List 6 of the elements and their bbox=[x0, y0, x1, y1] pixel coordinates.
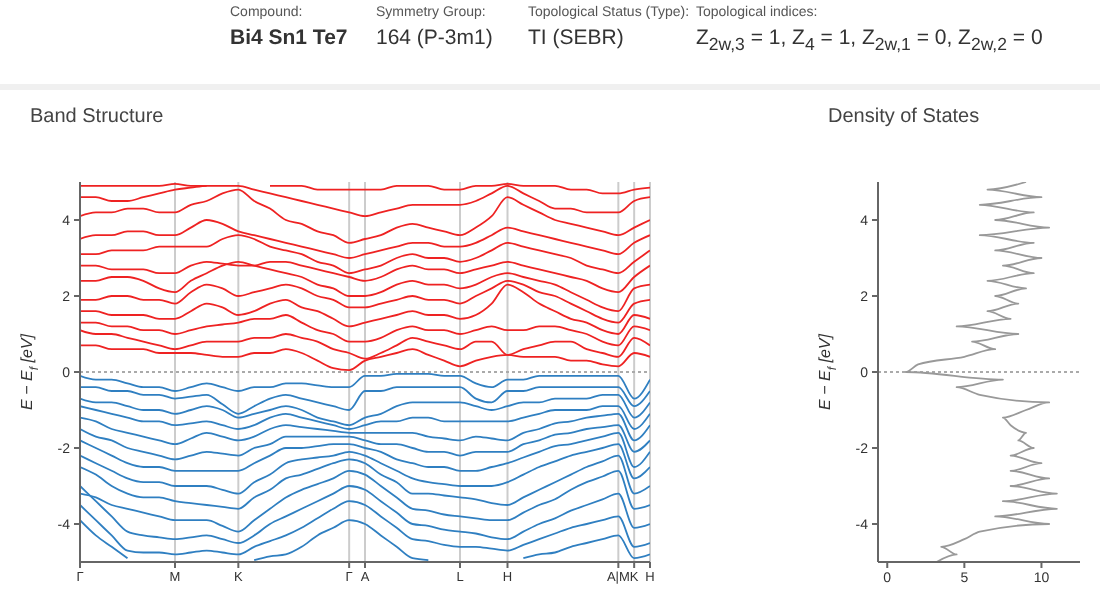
text: Bi4 Sn1 Te7 bbox=[230, 26, 348, 50]
text: TI (SEBR) bbox=[528, 26, 626, 50]
text: 164 (P-3m1) bbox=[376, 26, 493, 50]
text: Z$_{2w,3}$ = 1, Z$_{4}$ = 1, Z$_{2w,1}$ = 0, Z$_{2w,2}$ = 0 bbox=[696, 26, 1043, 55]
chart-title: Band Structure bbox=[30, 106, 164, 128]
chart-title: Density of States bbox=[828, 106, 980, 128]
